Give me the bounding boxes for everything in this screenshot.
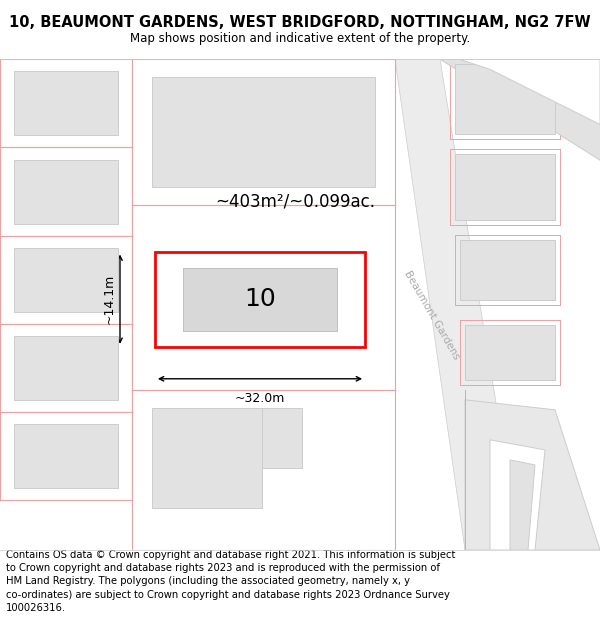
Bar <box>14 424 118 488</box>
Bar <box>14 71 118 136</box>
Bar <box>152 408 262 508</box>
Bar <box>14 336 118 400</box>
Polygon shape <box>465 400 600 550</box>
Bar <box>155 252 365 347</box>
Bar <box>152 78 375 186</box>
Text: 10, BEAUMONT GARDENS, WEST BRIDGFORD, NOTTINGHAM, NG2 7FW: 10, BEAUMONT GARDENS, WEST BRIDGFORD, NO… <box>9 15 591 30</box>
Polygon shape <box>440 59 600 159</box>
Bar <box>14 159 118 224</box>
Text: ~14.1m: ~14.1m <box>103 274 116 324</box>
Polygon shape <box>395 59 520 550</box>
Bar <box>183 268 337 331</box>
Bar <box>465 325 555 380</box>
Text: ~403m²/~0.099ac.: ~403m²/~0.099ac. <box>215 192 375 211</box>
Text: Contains OS data © Crown copyright and database right 2021. This information is : Contains OS data © Crown copyright and d… <box>6 550 455 612</box>
Text: 10: 10 <box>244 287 276 311</box>
Polygon shape <box>490 440 545 550</box>
Bar <box>455 64 555 134</box>
Bar <box>262 408 302 468</box>
Bar <box>460 239 555 299</box>
Polygon shape <box>460 59 600 124</box>
Text: Map shows position and indicative extent of the property.: Map shows position and indicative extent… <box>130 31 470 44</box>
Text: ~32.0m: ~32.0m <box>235 392 285 405</box>
Text: Beaumont Gardens: Beaumont Gardens <box>403 269 461 361</box>
Bar <box>14 248 118 312</box>
Polygon shape <box>510 460 535 550</box>
Bar <box>455 154 555 219</box>
